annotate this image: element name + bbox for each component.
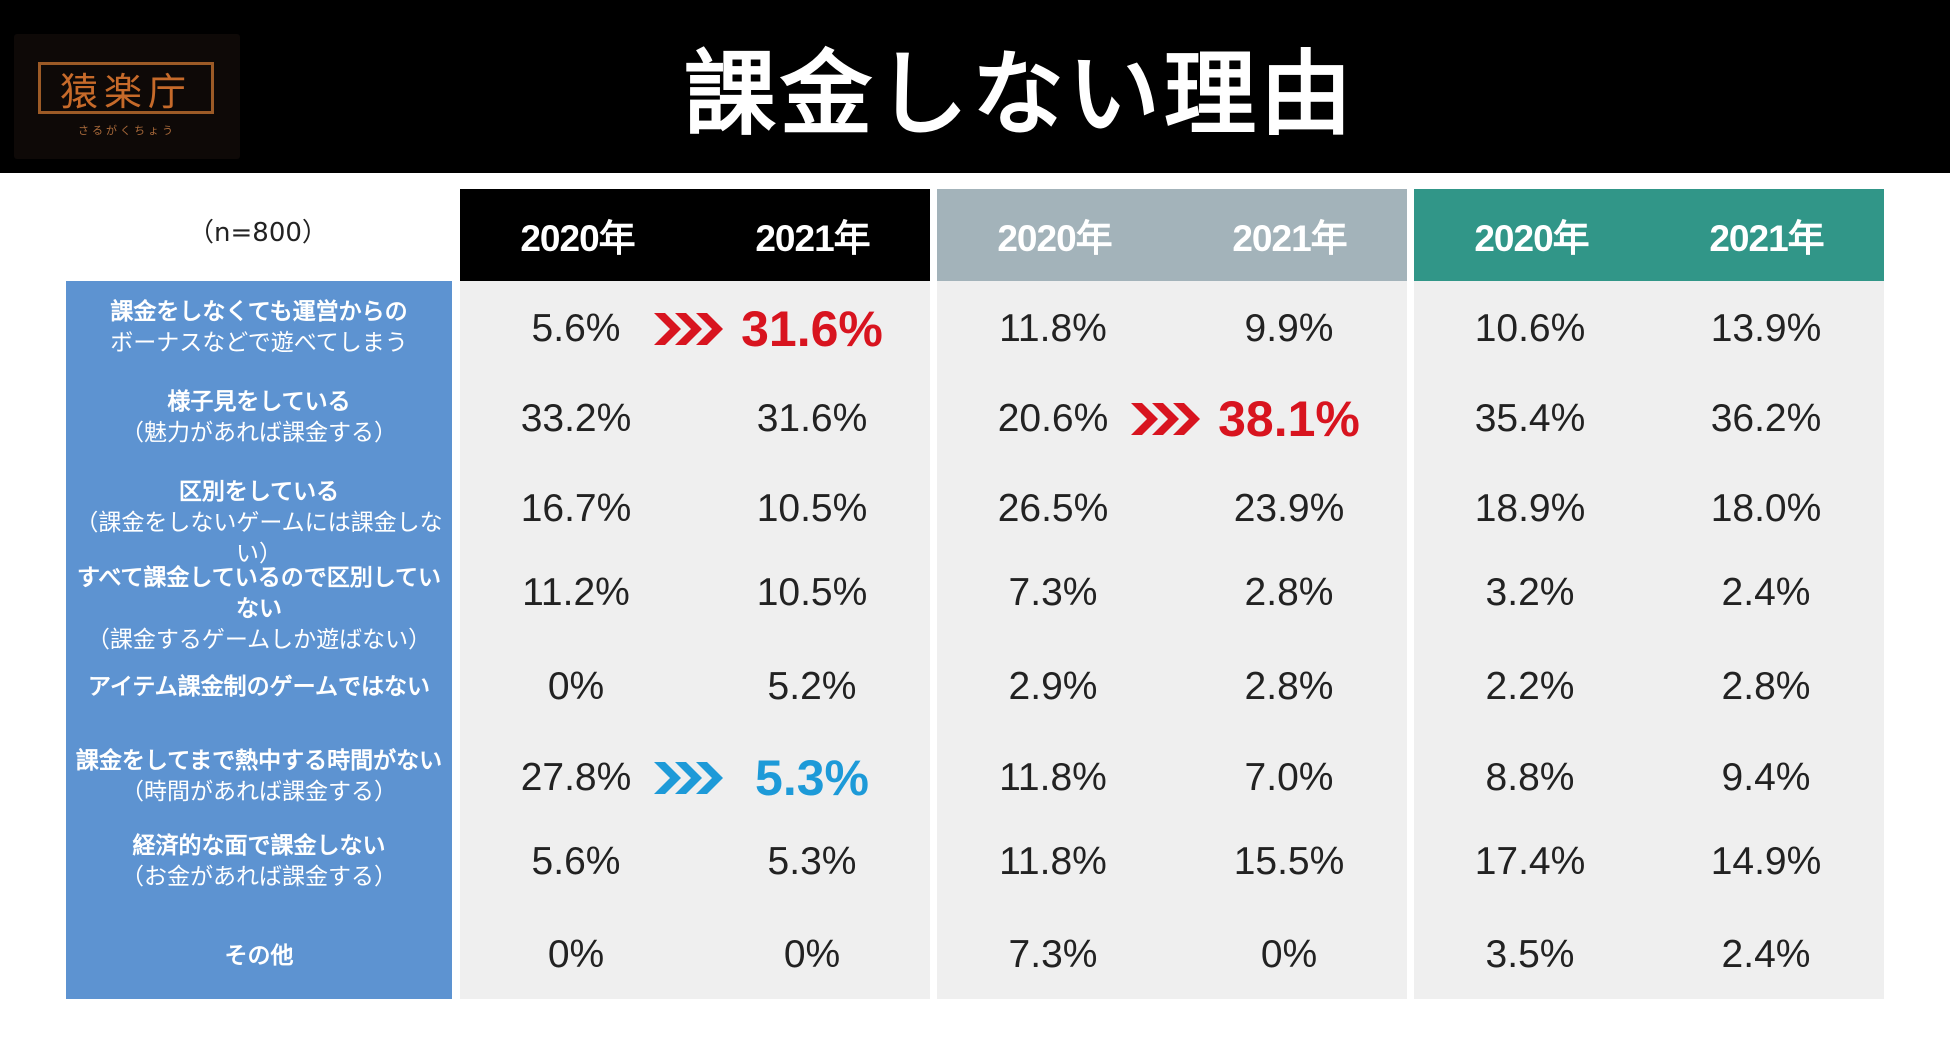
value-cell: 33.2% [520, 397, 632, 440]
value-cell: 0% [1260, 933, 1318, 976]
value-cell: 2.8% [1244, 571, 1334, 614]
value-cell: 11.2% [522, 571, 630, 614]
value-cell: 16.7% [520, 487, 632, 530]
table-group-header: 2020年 2021年 [460, 189, 930, 281]
value-cell: 26.5% [997, 487, 1109, 530]
value-cell: 7.0% [1244, 756, 1334, 799]
row-label: 経済的な面で課金しない （お金があれば課金する） [66, 831, 452, 893]
value-cell: 7.3% [1008, 571, 1098, 614]
value-cell: 9.4% [1721, 756, 1811, 799]
value-cell: 3.2% [1485, 571, 1575, 614]
row-label-line1: すべて課金しているので区別していない [76, 565, 442, 622]
row-label: 課金をしなくても運営からの ボーナスなどで遊べてしまう [66, 297, 452, 359]
value-cell: 23.9% [1233, 487, 1345, 530]
row-label: すべて課金しているので区別していない （課金するゲームしか遊ばない） [66, 563, 452, 656]
value-cell: 2.8% [1721, 665, 1811, 708]
year-header-2021: 2021年 [1709, 218, 1824, 259]
value-cell: 8.8% [1485, 756, 1575, 799]
value-cell: 13.9% [1710, 307, 1822, 350]
row-label-line2: （課金するゲームしか遊ばない） [86, 627, 432, 653]
table-group-header: 2020年 2021年 [937, 189, 1407, 281]
logo-subtext: さるがくちょう [78, 124, 176, 137]
value-cell: 9.9% [1244, 307, 1334, 350]
row-label-line1: 経済的な面で課金しない [132, 833, 386, 859]
row-label-line2: （課金をしないゲームには課金しない） [75, 510, 443, 567]
row-label: アイテム課金制のゲームではない [66, 672, 452, 703]
value-cell: 14.9% [1710, 840, 1822, 883]
value-cell: 11.8% [999, 307, 1107, 350]
row-label-line1: 課金をしてまで熱中する時間がない [75, 748, 443, 774]
value-cell: 5.2% [767, 665, 857, 708]
value-cell: 31.6% [741, 301, 883, 357]
value-cell: 2.4% [1721, 933, 1811, 976]
table-group-1: 2020年 2021年 5.6% 33.2% 16.7% 11.2% 0% 27.8% 5.6%… [460, 189, 930, 999]
value-cell: 27.8% [520, 756, 632, 799]
value-cell: 11.8% [999, 840, 1107, 883]
row-label-line2: （お金があれば課金する） [121, 864, 397, 890]
row-label-line1: 課金をしなくても運営からの [110, 299, 408, 325]
value-cell: 2.9% [1008, 665, 1098, 708]
table-group-2: 2020年 2021年 11.8% 20.6% 26.5% 7.3% 2.9% 11.8% 11… [937, 189, 1407, 999]
row-label: 様子見をしている （魅力があれば課金する） [66, 387, 452, 449]
row-label-line1: 区別をしている [178, 479, 340, 505]
value-cell: 2.4% [1721, 571, 1811, 614]
header-bar: 猿楽庁 さるがくちょう 課金しない理由 [0, 0, 1950, 173]
value-cell: 15.5% [1233, 840, 1345, 883]
value-cell: 5.6% [531, 307, 621, 350]
year-header-2020: 2020年 [997, 218, 1112, 259]
value-cell: 0% [547, 665, 605, 708]
row-label-column [66, 281, 452, 999]
year-header-2021: 2021年 [755, 218, 870, 259]
page-title: 課金しない理由 [683, 40, 1356, 148]
logo: 猿楽庁 さるがくちょう [14, 34, 240, 159]
row-label-line2: （時間があれば課金する） [121, 779, 397, 805]
value-cell: 20.6% [997, 397, 1109, 440]
row-label-line1: 様子見をしている [167, 389, 351, 415]
row-label: その他 [66, 941, 452, 972]
value-cell: 38.1% [1218, 391, 1360, 447]
value-cell: 0% [547, 933, 605, 976]
logo-text: 猿楽庁 [38, 62, 214, 114]
value-cell: 11.8% [999, 756, 1107, 799]
sample-size-label: （n=800） [188, 217, 328, 248]
value-cell: 0% [783, 933, 841, 976]
value-cell: 5.3% [755, 750, 869, 806]
year-header-2020: 2020年 [1474, 218, 1589, 259]
value-cell: 10.6% [1474, 307, 1586, 350]
value-cell: 5.3% [767, 840, 857, 883]
value-cell: 2.8% [1244, 665, 1334, 708]
value-cell: 17.4% [1474, 840, 1586, 883]
value-cell: 35.4% [1474, 397, 1586, 440]
value-cell: 18.0% [1710, 487, 1822, 530]
value-cell: 7.3% [1008, 933, 1098, 976]
row-label-line2: ボーナスなどで遊べてしまう [110, 330, 408, 356]
value-cell: 18.9% [1474, 487, 1586, 530]
year-header-2021: 2021年 [1232, 218, 1347, 259]
value-cell: 2.2% [1485, 665, 1575, 708]
year-header-2020: 2020年 [520, 218, 635, 259]
value-cell: 3.5% [1485, 933, 1575, 976]
row-label-line2: （魅力があれば課金する） [121, 420, 397, 446]
value-cell: 36.2% [1710, 397, 1822, 440]
value-cell: 10.5% [756, 487, 868, 530]
row-label: 区別をしている （課金をしないゲームには課金しない） [66, 477, 452, 570]
row-label-line1: アイテム課金制のゲームではない [87, 674, 430, 700]
value-cell: 31.6% [756, 397, 868, 440]
row-label: 課金をしてまで熱中する時間がない （時間があれば課金する） [66, 746, 452, 808]
row-label-line1: その他 [224, 943, 294, 969]
value-cell: 5.6% [531, 840, 621, 883]
table-group-3: 2020年 2021年 10.6% 35.4% 18.9% 3.2% 2.2% 8.8% 17.… [1414, 189, 1884, 999]
table-group-header: 2020年 2021年 [1414, 189, 1884, 281]
value-cell: 10.5% [756, 571, 868, 614]
